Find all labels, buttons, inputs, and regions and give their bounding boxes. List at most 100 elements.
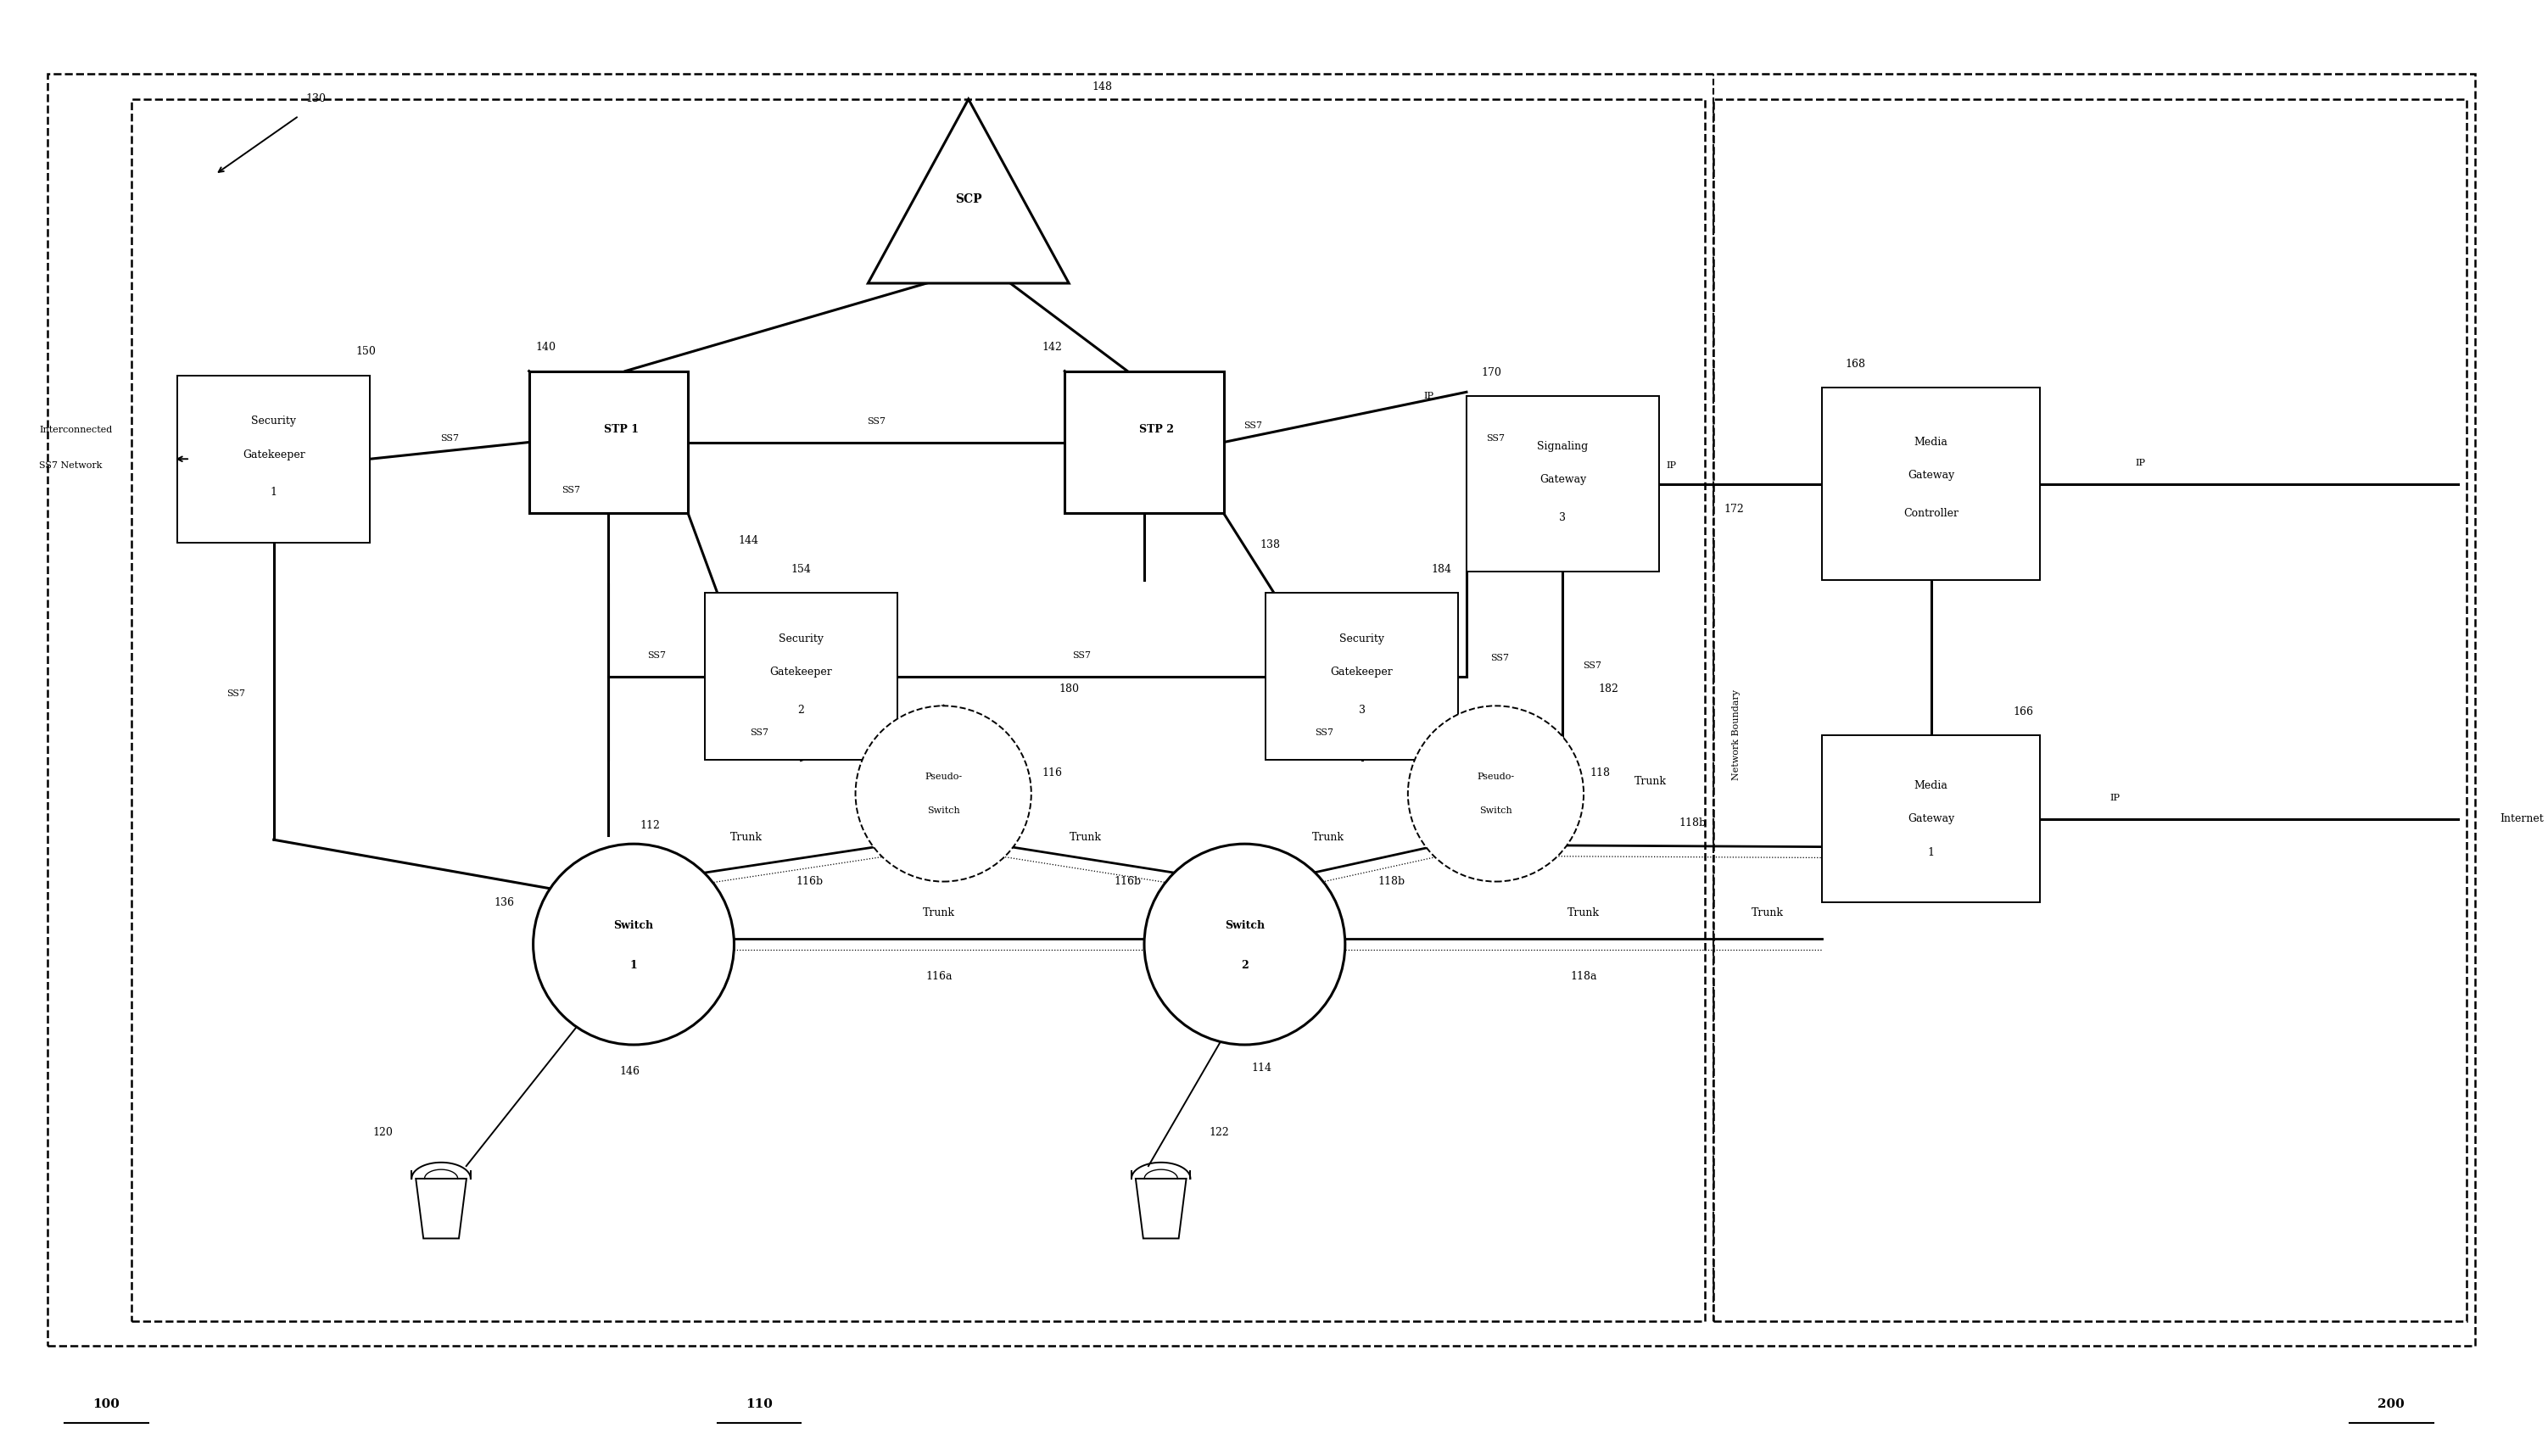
Text: SS7: SS7	[1073, 651, 1091, 660]
Text: Gateway: Gateway	[1908, 814, 1954, 824]
Text: Security: Security	[780, 633, 823, 645]
Text: SS7: SS7	[1315, 729, 1333, 737]
Text: 182: 182	[1598, 683, 1618, 695]
Bar	[178, 376, 369, 543]
Text: SS7: SS7	[866, 416, 887, 425]
Text: IP: IP	[1666, 462, 1677, 470]
Text: Signaling: Signaling	[1536, 441, 1587, 451]
Text: SS7 Network: SS7 Network	[38, 462, 102, 470]
Text: 118b: 118b	[1679, 817, 1707, 828]
Text: SS7: SS7	[749, 729, 769, 737]
Polygon shape	[415, 1178, 466, 1239]
Text: STP 2: STP 2	[1139, 424, 1175, 435]
Text: 136: 136	[494, 897, 515, 909]
Text: Media: Media	[1914, 437, 1947, 448]
Text: 116: 116	[1042, 767, 1063, 779]
Bar	[1065, 371, 1223, 514]
Text: 170: 170	[1480, 367, 1501, 379]
Text: Security: Security	[1340, 633, 1384, 645]
Text: 116b: 116b	[795, 877, 823, 887]
Text: Trunk: Trunk	[731, 831, 762, 843]
Text: 118a: 118a	[1570, 971, 1598, 981]
Text: Switch: Switch	[1480, 807, 1511, 815]
Text: 150: 150	[357, 347, 377, 357]
Text: STP 1: STP 1	[604, 424, 640, 435]
Polygon shape	[869, 99, 1070, 284]
Text: 154: 154	[790, 563, 810, 575]
Circle shape	[533, 844, 734, 1045]
Text: Internet: Internet	[2500, 814, 2543, 824]
Text: 168: 168	[1845, 358, 1865, 370]
Text: Security: Security	[252, 416, 296, 427]
Text: 138: 138	[1259, 539, 1279, 550]
Text: Interconnected: Interconnected	[38, 425, 112, 434]
Text: Gateway: Gateway	[1539, 475, 1587, 485]
Text: 172: 172	[1725, 504, 1745, 514]
Bar	[706, 593, 897, 760]
Bar	[132, 99, 1705, 1321]
Circle shape	[1409, 706, 1585, 881]
Text: SS7: SS7	[1582, 662, 1600, 670]
Text: Media: Media	[1914, 780, 1947, 791]
Circle shape	[1144, 844, 1345, 1045]
Text: 184: 184	[1432, 563, 1452, 575]
Text: 116a: 116a	[925, 971, 953, 981]
Text: 130: 130	[306, 93, 326, 105]
Text: Gatekeeper: Gatekeeper	[242, 450, 306, 460]
Text: 3: 3	[1559, 513, 1567, 523]
Text: Pseudo-: Pseudo-	[1478, 773, 1514, 782]
Circle shape	[856, 706, 1032, 881]
Text: Switch: Switch	[927, 807, 961, 815]
Text: Trunk: Trunk	[922, 907, 956, 919]
Text: 2: 2	[798, 705, 805, 715]
Text: SS7: SS7	[1491, 654, 1508, 662]
Text: Trunk: Trunk	[1312, 831, 1345, 843]
Text: 1: 1	[629, 960, 637, 971]
Text: IP: IP	[2110, 794, 2120, 802]
Text: SS7: SS7	[227, 689, 245, 697]
Text: 1: 1	[1929, 847, 1934, 858]
Bar	[48, 74, 2474, 1345]
Text: SS7: SS7	[561, 486, 581, 495]
Text: 118b: 118b	[1378, 877, 1404, 887]
Text: 3: 3	[1358, 705, 1366, 715]
Text: SCP: SCP	[956, 194, 981, 205]
Bar	[1266, 593, 1457, 760]
Text: IP: IP	[2135, 459, 2145, 467]
Text: 118: 118	[1590, 767, 1610, 779]
Text: 110: 110	[747, 1399, 772, 1411]
Text: 112: 112	[640, 820, 660, 831]
Text: 148: 148	[1093, 82, 1113, 92]
Text: Trunk: Trunk	[1750, 907, 1784, 919]
Text: Switch: Switch	[1226, 920, 1264, 932]
Text: 144: 144	[739, 534, 759, 546]
Text: 140: 140	[535, 342, 555, 354]
Text: 200: 200	[2377, 1399, 2405, 1411]
Text: Network Boundary: Network Boundary	[1733, 690, 1740, 780]
Polygon shape	[1136, 1178, 1187, 1239]
Text: 180: 180	[1060, 683, 1078, 695]
Text: SS7: SS7	[1485, 434, 1506, 443]
Bar	[530, 371, 688, 514]
Text: IP: IP	[1424, 392, 1435, 400]
Text: SS7: SS7	[647, 651, 665, 660]
Text: 166: 166	[2013, 706, 2033, 718]
Text: Gatekeeper: Gatekeeper	[769, 667, 833, 678]
Text: SS7: SS7	[1243, 421, 1261, 430]
Text: 122: 122	[1210, 1127, 1231, 1139]
Text: 142: 142	[1042, 342, 1063, 354]
Text: 114: 114	[1251, 1063, 1271, 1073]
Bar	[1468, 396, 1659, 572]
Text: Controller: Controller	[1903, 508, 1959, 518]
Text: Gatekeeper: Gatekeeper	[1330, 667, 1394, 678]
Text: 146: 146	[619, 1066, 640, 1077]
Text: SS7: SS7	[441, 434, 459, 443]
Bar	[1712, 99, 2466, 1321]
Text: Trunk: Trunk	[1070, 831, 1101, 843]
Text: Trunk: Trunk	[1567, 907, 1600, 919]
Bar	[1822, 735, 2041, 903]
Text: 2: 2	[1241, 960, 1249, 971]
Text: Pseudo-: Pseudo-	[925, 773, 963, 782]
Text: 116b: 116b	[1113, 877, 1142, 887]
Text: Gateway: Gateway	[1908, 470, 1954, 482]
